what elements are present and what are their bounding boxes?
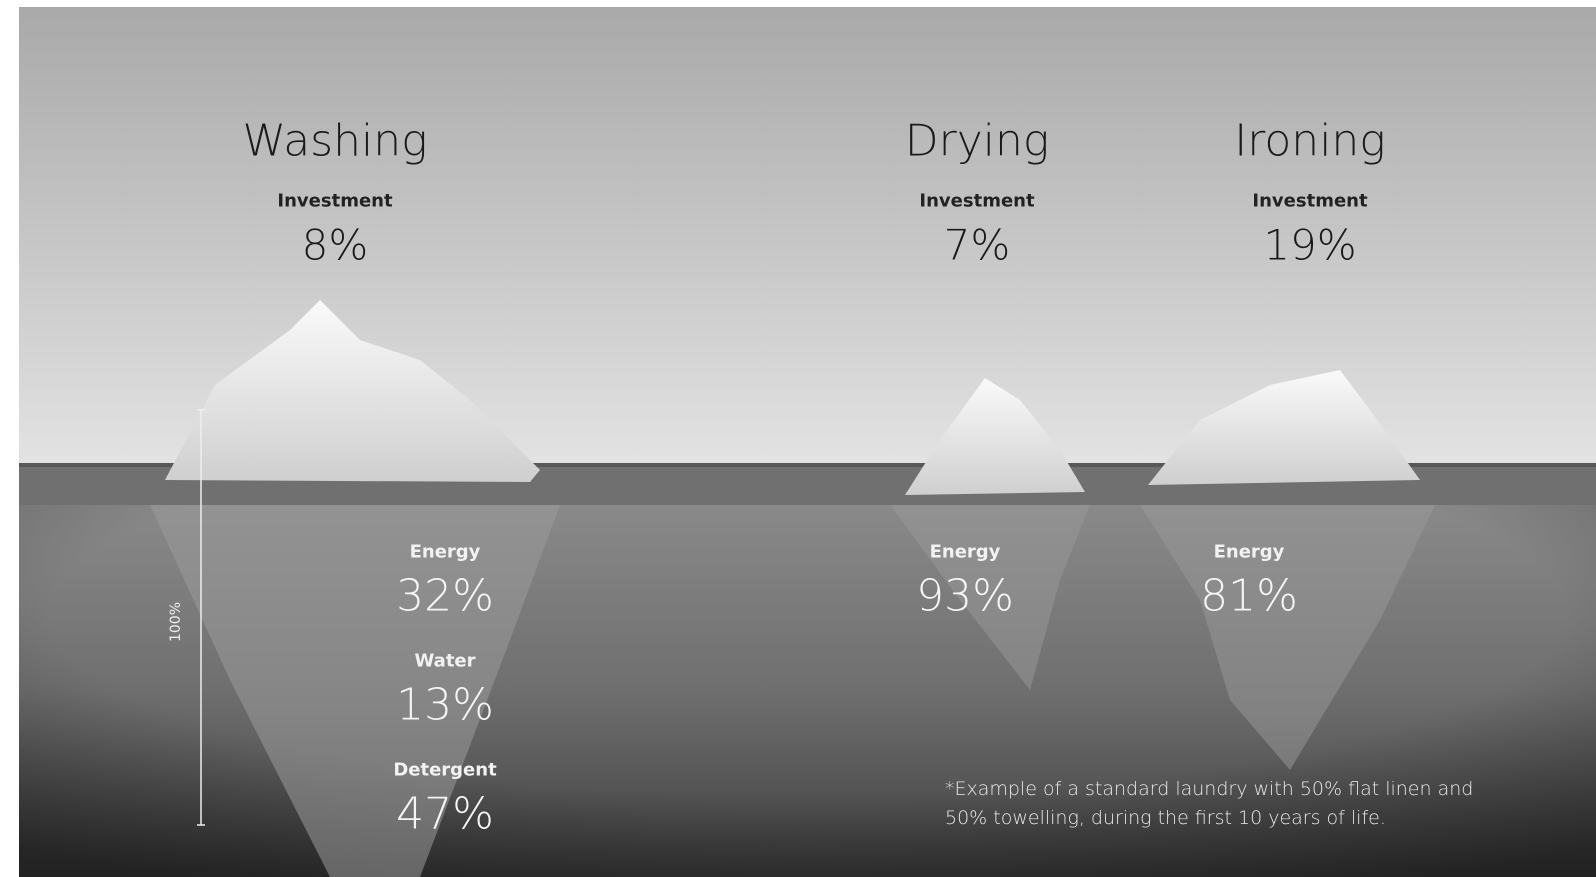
column-title: Ironing bbox=[1234, 115, 1386, 167]
cost-label: Energy bbox=[929, 541, 1001, 563]
cost-label: Investment bbox=[1252, 190, 1368, 212]
cost-value: 47% bbox=[396, 788, 494, 840]
horizon bbox=[19, 463, 1596, 467]
cost-value: 19% bbox=[1263, 220, 1357, 270]
iceberg bbox=[1148, 370, 1420, 485]
cost-value: 7% bbox=[943, 220, 1011, 270]
footnote: 50% towelling, during the first 10 years… bbox=[945, 807, 1386, 829]
cost-label: Energy bbox=[409, 541, 481, 563]
cost-label: Water bbox=[414, 650, 476, 672]
cost-value: 8% bbox=[301, 220, 369, 270]
cost-label: Energy bbox=[1213, 541, 1285, 563]
iceberg bbox=[165, 300, 540, 482]
cost-label: Investment bbox=[277, 190, 393, 212]
footnote: *Example of a standard laundry with 50% … bbox=[945, 778, 1474, 800]
column-title: Washing bbox=[242, 115, 428, 167]
column-title: Drying bbox=[904, 115, 1050, 167]
ice-underwater bbox=[1140, 505, 1435, 770]
cost-value: 93% bbox=[916, 570, 1014, 622]
iceberg bbox=[905, 378, 1085, 495]
cost-value: 13% bbox=[396, 679, 494, 731]
cost-value: 81% bbox=[1200, 570, 1298, 622]
cost-label: Investment bbox=[919, 190, 1035, 212]
cost-label: Detergent bbox=[393, 759, 497, 781]
scale-label: 100% bbox=[168, 601, 184, 643]
cost-value: 32% bbox=[396, 570, 494, 622]
ice-underwater bbox=[150, 505, 560, 877]
ice-underwater bbox=[890, 505, 1090, 690]
